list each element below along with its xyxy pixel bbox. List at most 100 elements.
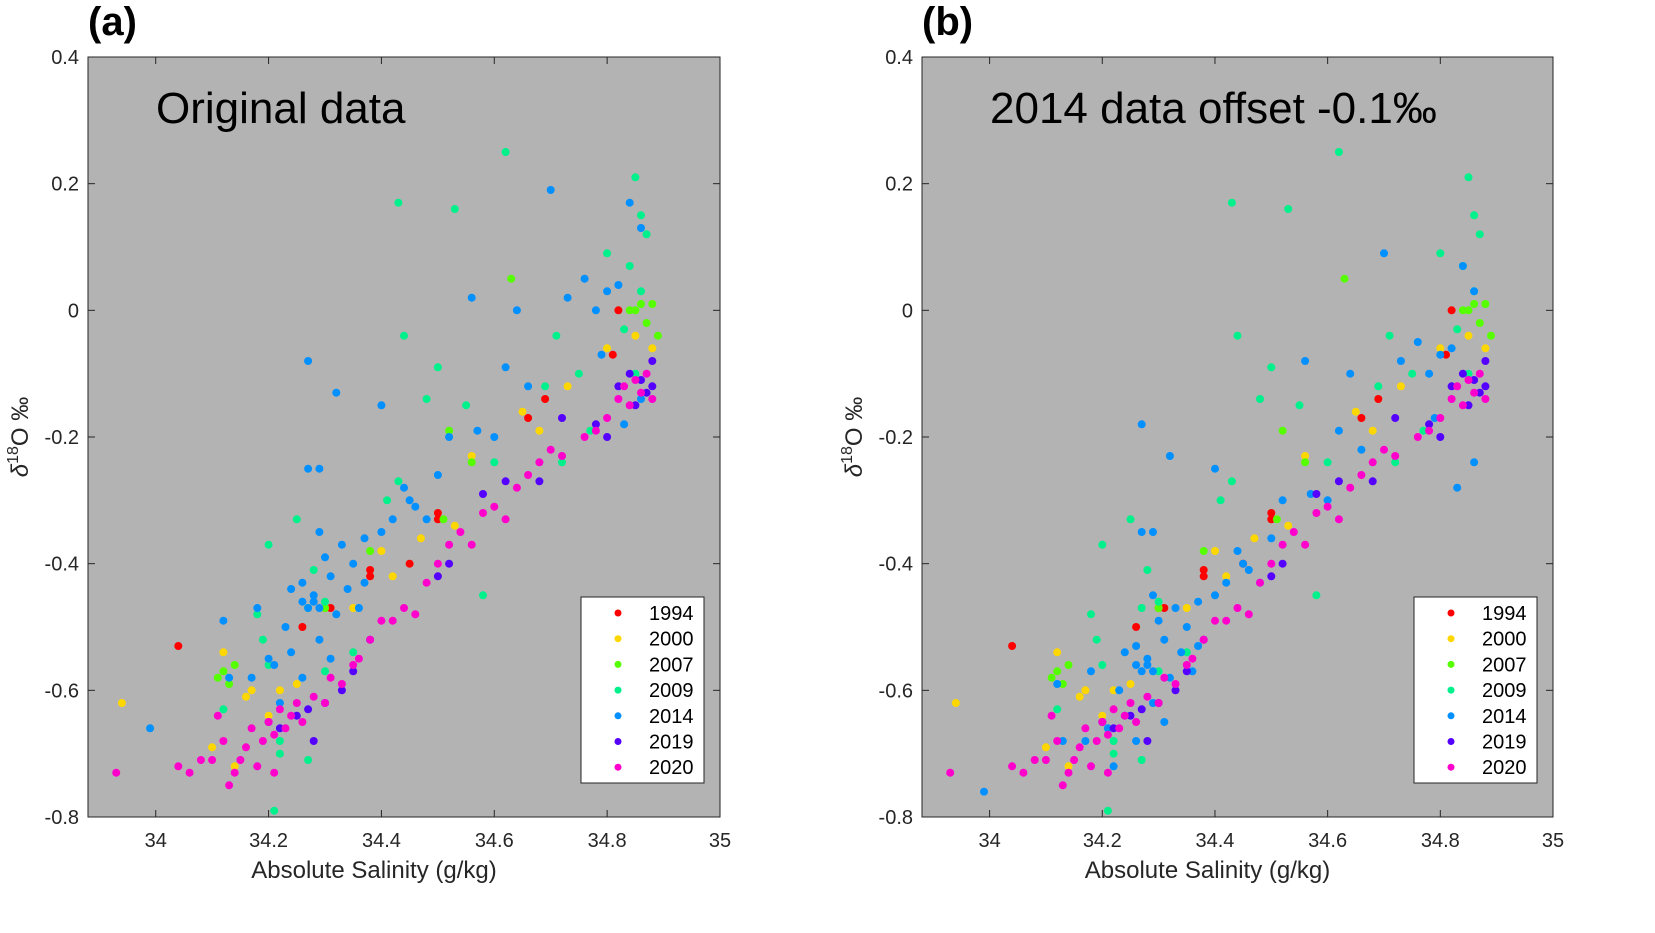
point-2009 <box>1470 211 1479 220</box>
point-2007 <box>467 458 476 467</box>
point-2014 <box>1132 737 1141 745</box>
point-2007 <box>1058 680 1067 688</box>
point-2014 <box>1087 667 1095 676</box>
point-2014 <box>1323 496 1332 505</box>
point-2020 <box>1154 699 1163 707</box>
point-1994 <box>405 559 414 568</box>
point-2020 <box>580 433 589 441</box>
point-2014 <box>343 585 352 593</box>
point-2020 <box>558 452 566 460</box>
point-2007 <box>1053 667 1062 676</box>
point-2020 <box>270 768 279 777</box>
point-2009 <box>275 737 284 745</box>
point-2019 <box>304 705 313 714</box>
point-2009 <box>501 148 510 156</box>
point-2020 <box>614 395 623 403</box>
point-2020 <box>1447 395 1456 403</box>
point-2000 <box>416 534 425 543</box>
point-2009 <box>258 635 267 644</box>
point-2019 <box>591 420 600 429</box>
point-2000 <box>264 711 273 720</box>
point-1994 <box>1160 604 1169 612</box>
legend-label: 2009 <box>649 680 694 702</box>
point-2009 <box>1216 496 1225 505</box>
y-axis-label: δ18O ‰ <box>5 397 34 477</box>
point-2014 <box>546 186 555 194</box>
point-2007 <box>1464 306 1473 315</box>
point-2019 <box>1470 376 1479 384</box>
point-2000 <box>242 692 250 701</box>
point-2000 <box>1109 686 1118 695</box>
y-tick-label: 0.2 <box>51 174 79 196</box>
point-2007 <box>642 319 651 327</box>
point-2007 <box>507 274 516 283</box>
point-2020 <box>1222 616 1231 625</box>
point-2020 <box>1368 458 1377 467</box>
point-2019 <box>603 433 612 441</box>
point-2007 <box>631 306 640 315</box>
point-2020 <box>1199 635 1208 644</box>
point-2014 <box>1244 566 1253 574</box>
point-2020 <box>1030 756 1039 764</box>
point-2009 <box>1323 458 1332 467</box>
point-2000 <box>1301 452 1310 460</box>
point-2019 <box>292 711 301 720</box>
point-2014 <box>1346 369 1355 378</box>
point-2009 <box>264 661 273 669</box>
point-2014 <box>1470 458 1479 467</box>
point-2019 <box>1126 711 1135 720</box>
point-2020 <box>535 458 544 467</box>
point-2019 <box>625 369 634 378</box>
point-2014 <box>1211 591 1219 600</box>
point-2020 <box>1334 515 1343 524</box>
point-2009 <box>275 749 284 758</box>
point-2009 <box>264 540 273 549</box>
point-2014 <box>1165 452 1174 460</box>
point-2009 <box>270 806 279 815</box>
point-2020 <box>467 540 476 549</box>
legend-label: 2007 <box>649 654 694 676</box>
point-2000 <box>247 686 256 695</box>
point-2020 <box>631 376 640 384</box>
point-2019 <box>1267 572 1276 581</box>
point-2014 <box>400 483 408 492</box>
point-1994 <box>433 509 442 517</box>
point-2020 <box>490 502 499 511</box>
point-2009 <box>1312 591 1321 600</box>
point-2014 <box>1143 661 1152 669</box>
point-2014 <box>304 464 313 473</box>
point-2020 <box>603 414 612 422</box>
x-tick-label: 34.8 <box>1421 830 1460 852</box>
point-2009 <box>1391 458 1400 467</box>
data-points <box>112 148 662 815</box>
point-2014 <box>1149 699 1157 707</box>
point-2014 <box>467 293 476 302</box>
point-2020 <box>1413 433 1422 441</box>
point-2007 <box>1481 300 1490 308</box>
point-2009 <box>433 363 442 372</box>
legend-marker-2019 <box>1447 738 1455 745</box>
point-2009 <box>1092 635 1101 644</box>
point-2020 <box>479 509 487 517</box>
legend-box <box>1413 596 1538 784</box>
point-2019 <box>631 401 640 410</box>
point-2020 <box>1470 388 1479 397</box>
point-2007 <box>1470 300 1479 308</box>
panel-label: (a) <box>88 0 137 44</box>
point-2020 <box>1312 509 1321 517</box>
point-2014 <box>1211 464 1219 473</box>
point-1994 <box>541 395 550 403</box>
point-2019 <box>1425 420 1434 429</box>
point-1994 <box>1374 395 1383 403</box>
point-2009 <box>1233 331 1242 340</box>
point-2009 <box>1453 325 1462 334</box>
point-2014 <box>580 274 589 283</box>
point-2019 <box>614 382 623 391</box>
point-2014 <box>377 401 386 410</box>
point-2019 <box>1475 388 1484 397</box>
point-2020 <box>1092 737 1101 745</box>
series-2020 <box>112 369 657 790</box>
point-2014 <box>445 433 454 441</box>
point-2007 <box>445 426 454 435</box>
